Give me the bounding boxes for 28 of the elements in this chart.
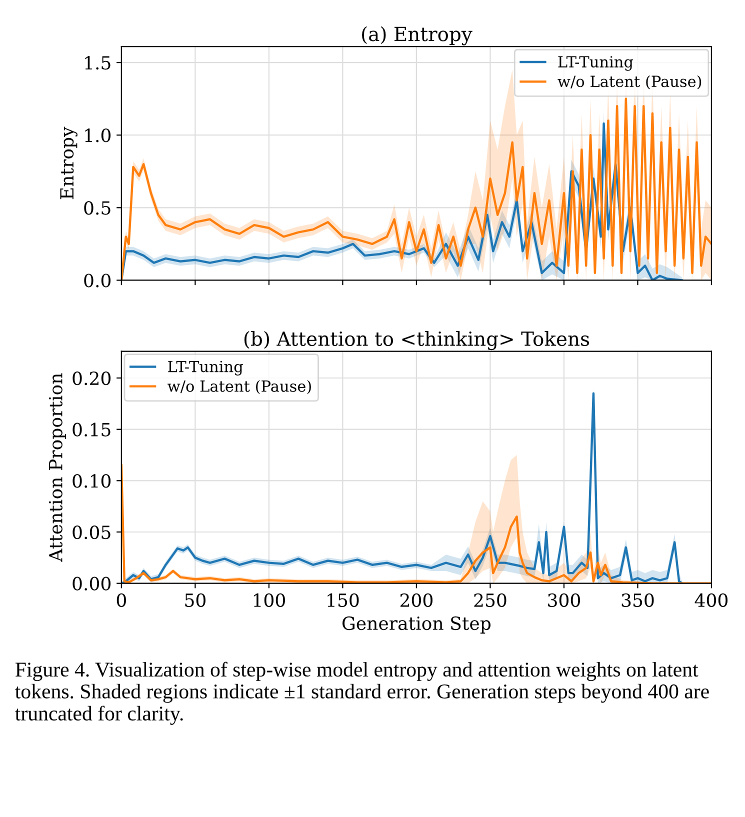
y-tick-label: 0.15	[72, 422, 110, 436]
legend-label: LT-Tuning	[168, 360, 243, 376]
y-tick-label: 0.20	[72, 371, 111, 386]
legend-label: w/o Latent (Pause)	[168, 380, 311, 394]
y-tick-label: 0.0	[84, 274, 111, 288]
chart-title: (b) Attention to <thinking> Tokens	[244, 330, 589, 350]
x-tick-label: 50	[185, 593, 206, 608]
y-tick-label: 0.5	[84, 201, 110, 215]
legend-label: LT-Tuning	[558, 56, 634, 71]
x-tick-label: 150	[328, 593, 359, 608]
y-tick-label: 0.00	[72, 576, 111, 590]
y-tick-label: 0.10	[72, 474, 111, 488]
x-tick-label: 250	[474, 593, 506, 608]
x-tick-label: 100	[254, 593, 285, 608]
y-tick-label: 1.0	[85, 128, 111, 142]
x-tick-label: 0	[116, 593, 126, 608]
y-axis-title: Entropy	[60, 126, 78, 200]
x-axis-title: Generation Step	[342, 616, 491, 634]
y-tick-label: 0.05	[72, 525, 110, 540]
y-axis-title: Attention Proportion	[48, 373, 66, 562]
legend-label: w/o Latent (Pause)	[558, 75, 702, 90]
x-tick-label: 350	[622, 593, 654, 608]
x-tick-label: 300	[548, 593, 580, 608]
caption: Figure 4. Visualization of step-wise model entropy and attention weights on latent tokens. Shaded regions indicate ±1 standard error. Generation steps beyond 400 are truncated for clarity.	[15, 662, 709, 725]
x-tick-label: 200	[400, 593, 432, 608]
x-tick-label: 400	[694, 593, 728, 608]
chart-title: (a) Entropy	[362, 26, 472, 46]
y-tick-label: 1.5	[85, 56, 110, 70]
